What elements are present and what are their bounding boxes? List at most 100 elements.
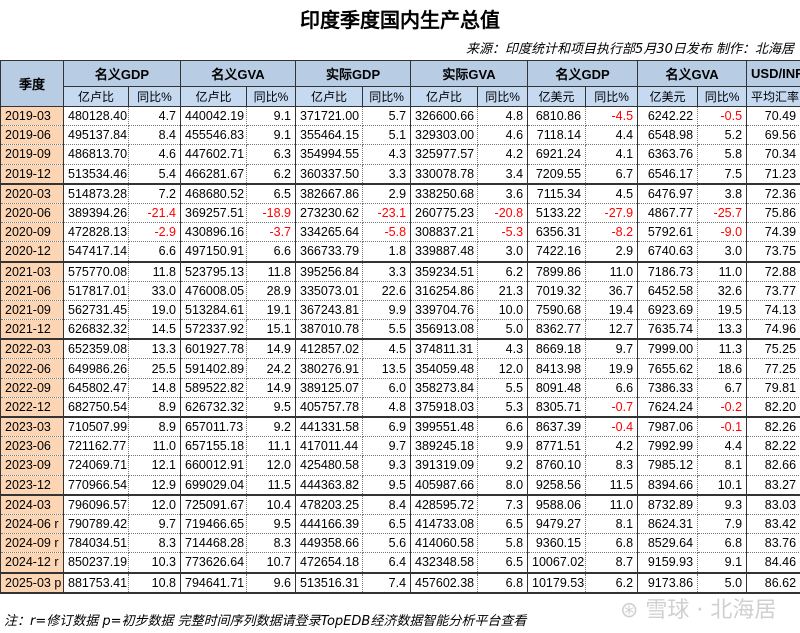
- value-cell: 447602.71: [180, 144, 248, 165]
- value-cell: 36.7: [585, 280, 639, 301]
- value-cell: 7.2: [127, 182, 182, 204]
- value-cell: -0.1: [697, 416, 748, 438]
- value-cell: 325977.57: [410, 144, 479, 165]
- value-cell: 710507.99: [63, 416, 129, 438]
- subheader-cell: 平均汇率: [746, 86, 800, 107]
- value-cell: 794641.71: [180, 571, 248, 594]
- value-cell: 12.0: [246, 455, 297, 476]
- value-cell: 355464.15: [295, 125, 364, 146]
- value-cell: 441331.58: [295, 416, 364, 438]
- quarter-cell: 2024-09 r: [0, 533, 64, 554]
- value-cell: 69.56: [746, 125, 800, 146]
- header-quarter: 季度: [0, 60, 64, 107]
- value-cell: 371721.00: [295, 105, 364, 127]
- value-cell: 405987.66: [410, 474, 479, 496]
- value-cell: 7115.34: [527, 182, 587, 204]
- value-cell: 12.1: [127, 455, 182, 476]
- value-cell: 773626.64: [180, 552, 248, 573]
- value-cell: 5.5: [477, 377, 529, 398]
- value-cell: 360337.50: [295, 163, 364, 185]
- quarter-cell: 2022-09: [0, 377, 64, 398]
- quarter-cell: 2020-06: [0, 202, 64, 224]
- value-cell: 11.8: [127, 260, 182, 282]
- table-row: 2019-09 486813.70 4.6 447602.71 6.3 354994.55…: [0, 144, 800, 165]
- value-cell: 4.8: [362, 396, 412, 418]
- value-cell: 547417.14: [63, 241, 129, 262]
- value-cell: 9.6: [246, 571, 297, 594]
- value-cell: 4.6: [477, 125, 529, 146]
- value-cell: 9.2: [477, 455, 529, 476]
- table-row: 2019-12 513534.46 5.4 466281.67 6.2 360337.50…: [0, 163, 800, 185]
- value-cell: 382667.86: [295, 182, 364, 204]
- value-cell: 480128.40: [63, 105, 129, 127]
- value-cell: 83.76: [746, 533, 800, 554]
- value-cell: 7590.68: [527, 299, 587, 321]
- value-cell: 2.9: [585, 241, 639, 262]
- value-cell: 28.9: [246, 280, 297, 301]
- value-cell: 369257.51: [180, 202, 248, 224]
- value-cell: 3.3: [362, 163, 412, 185]
- value-cell: 6.6: [477, 416, 529, 438]
- value-cell: 359234.51: [410, 260, 479, 282]
- table-row: 2022-03 652359.08 13.3 601927.78 14.9 412857.…: [0, 338, 800, 360]
- value-cell: 6.5: [362, 513, 412, 535]
- value-cell: -25.7: [697, 202, 748, 224]
- value-cell: 12.9: [127, 474, 182, 496]
- value-cell: 5.6: [362, 533, 412, 554]
- value-cell: -4.5: [585, 105, 639, 127]
- value-cell: 11.1: [246, 436, 297, 457]
- table-row: 2020-06 389394.26 -21.4 369257.51 -18.9 27323…: [0, 202, 800, 224]
- value-cell: 428595.72: [410, 493, 479, 515]
- subheader-cell: 亿卢比: [295, 86, 364, 107]
- value-cell: 449358.66: [295, 533, 364, 554]
- value-cell: 74.39: [746, 222, 800, 243]
- value-cell: 7.3: [477, 493, 529, 515]
- quarter-cell: 2020-12: [0, 241, 64, 262]
- value-cell: 468680.52: [180, 182, 248, 204]
- value-cell: 589522.82: [180, 377, 248, 398]
- value-cell: 10.0: [477, 299, 529, 321]
- value-cell: 354994.55: [295, 144, 364, 165]
- value-cell: 21.3: [477, 280, 529, 301]
- value-cell: 6.5: [477, 552, 529, 573]
- value-cell: 649986.26: [63, 358, 129, 379]
- value-cell: 4.4: [697, 436, 748, 457]
- table-row: 2024-03 796096.57 12.0 725091.67 10.4 478203.…: [0, 493, 800, 515]
- value-cell: 82.20: [746, 396, 800, 418]
- quarter-cell: 2021-03: [0, 260, 64, 282]
- value-cell: 6.8: [697, 533, 748, 554]
- value-cell: 714468.28: [180, 533, 248, 554]
- value-cell: 523795.13: [180, 260, 248, 282]
- value-cell: 380276.91: [295, 358, 364, 379]
- value-cell: 24.2: [246, 358, 297, 379]
- value-cell: 3.4: [477, 163, 529, 185]
- value-cell: 4.3: [477, 338, 529, 360]
- value-cell: 3.3: [362, 260, 412, 282]
- value-cell: 9588.06: [527, 493, 587, 515]
- value-cell: 79.81: [746, 377, 800, 398]
- value-cell: 8771.51: [527, 436, 587, 457]
- subheader-cell: 亿美元: [527, 86, 587, 107]
- value-cell: 7422.16: [527, 241, 587, 262]
- value-cell: -0.2: [697, 396, 748, 418]
- value-cell: 6.5: [477, 513, 529, 535]
- table-row: 2019-06 495137.84 8.4 455546.83 9.1 355464.15…: [0, 125, 800, 146]
- value-cell: 389125.07: [295, 377, 364, 398]
- subheader-cell: 同比%: [246, 86, 297, 107]
- value-cell: 5.3: [477, 396, 529, 418]
- value-cell: 260775.23: [410, 202, 479, 224]
- value-cell: 75.25: [746, 338, 800, 360]
- value-cell: 6476.97: [637, 182, 699, 204]
- value-cell: 374811.31: [410, 338, 479, 360]
- value-cell: 11.0: [697, 260, 748, 282]
- quarter-cell: 2024-12 r: [0, 552, 64, 573]
- value-cell: 11.0: [585, 260, 639, 282]
- value-cell: 339704.76: [410, 299, 479, 321]
- value-cell: 395256.84: [295, 260, 364, 282]
- value-cell: 9479.27: [527, 513, 587, 535]
- value-cell: 9.7: [585, 338, 639, 360]
- value-cell: 316254.86: [410, 280, 479, 301]
- value-cell: 472828.13: [63, 222, 129, 243]
- value-cell: 73.77: [746, 280, 800, 301]
- value-cell: 6356.31: [527, 222, 587, 243]
